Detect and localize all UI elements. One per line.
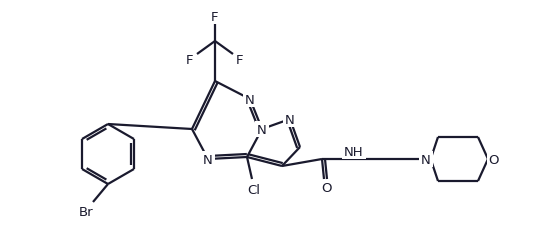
Text: N: N — [421, 153, 431, 166]
Text: N: N — [285, 113, 295, 126]
Text: N: N — [257, 123, 267, 136]
Text: O: O — [489, 153, 499, 166]
Text: Br: Br — [79, 206, 93, 218]
Text: N: N — [245, 93, 255, 106]
Text: F: F — [211, 11, 219, 23]
Text: NH: NH — [344, 145, 364, 158]
Text: F: F — [186, 53, 193, 66]
Text: N: N — [203, 153, 213, 166]
Text: F: F — [236, 53, 244, 66]
Text: Cl: Cl — [248, 183, 260, 196]
Text: O: O — [322, 182, 332, 195]
